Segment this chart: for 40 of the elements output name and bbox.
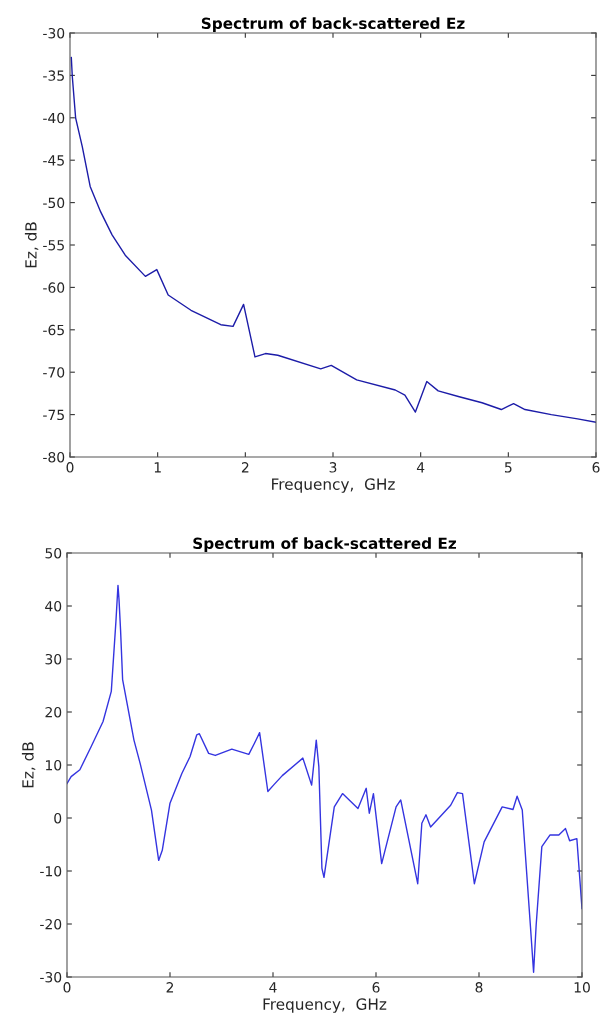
chart-title: Spectrum of back-scattered Ez [193, 537, 457, 553]
y-tick-label: 10 [45, 759, 62, 771]
y-tick-label: -75 [43, 409, 64, 421]
y-axis-title: Ez, dB [24, 222, 39, 268]
x-tick-label: 2 [166, 982, 174, 993]
x-axis-title: Frequency, GHz [263, 998, 387, 1013]
y-tick-label: -65 [43, 324, 64, 336]
chart-title: Spectrum of back-scattered Ez [201, 17, 465, 33]
y-tick-label: -50 [43, 197, 65, 209]
x-tick-label: 4 [416, 462, 425, 473]
x-tick-label: 1 [154, 462, 161, 473]
x-axis-title: Frequency, GHz [272, 478, 395, 493]
y-tick-label: -60 [43, 282, 65, 293]
y-tick-label: -10 [40, 865, 62, 877]
y-tick-label: 20 [45, 706, 62, 718]
y-tick-label: 0 [54, 812, 62, 824]
y-tick-label: 50 [45, 547, 62, 559]
x-tick-label: 4 [269, 982, 277, 993]
x-tick-label: 10 [574, 982, 590, 993]
line-series [70, 56, 596, 423]
line-series [67, 584, 582, 973]
y-tick-label: -35 [43, 70, 64, 81]
x-tick-label: 8 [475, 982, 483, 993]
y-tick-label: -30 [43, 27, 65, 39]
y-tick-label: -20 [40, 918, 62, 930]
y-tick-label: -55 [43, 240, 64, 251]
y-tick-label: 40 [45, 600, 62, 612]
y-tick-label: -40 [43, 112, 65, 124]
x-tick-label: 6 [592, 462, 600, 473]
x-tick-label: 6 [372, 982, 380, 993]
y-tick-label: -30 [40, 971, 62, 983]
x-tick-label: 2 [241, 462, 249, 473]
x-tick-label: 3 [329, 462, 337, 473]
y-tick-label: 30 [45, 653, 62, 665]
y-tick-label: -80 [43, 451, 65, 463]
y-tick-label: -45 [43, 155, 64, 166]
x-tick-label: 5 [504, 462, 512, 473]
x-tick-label: 0 [66, 462, 74, 473]
y-axis-title: Ez, dB [21, 742, 36, 788]
y-tick-label: -70 [43, 367, 65, 378]
